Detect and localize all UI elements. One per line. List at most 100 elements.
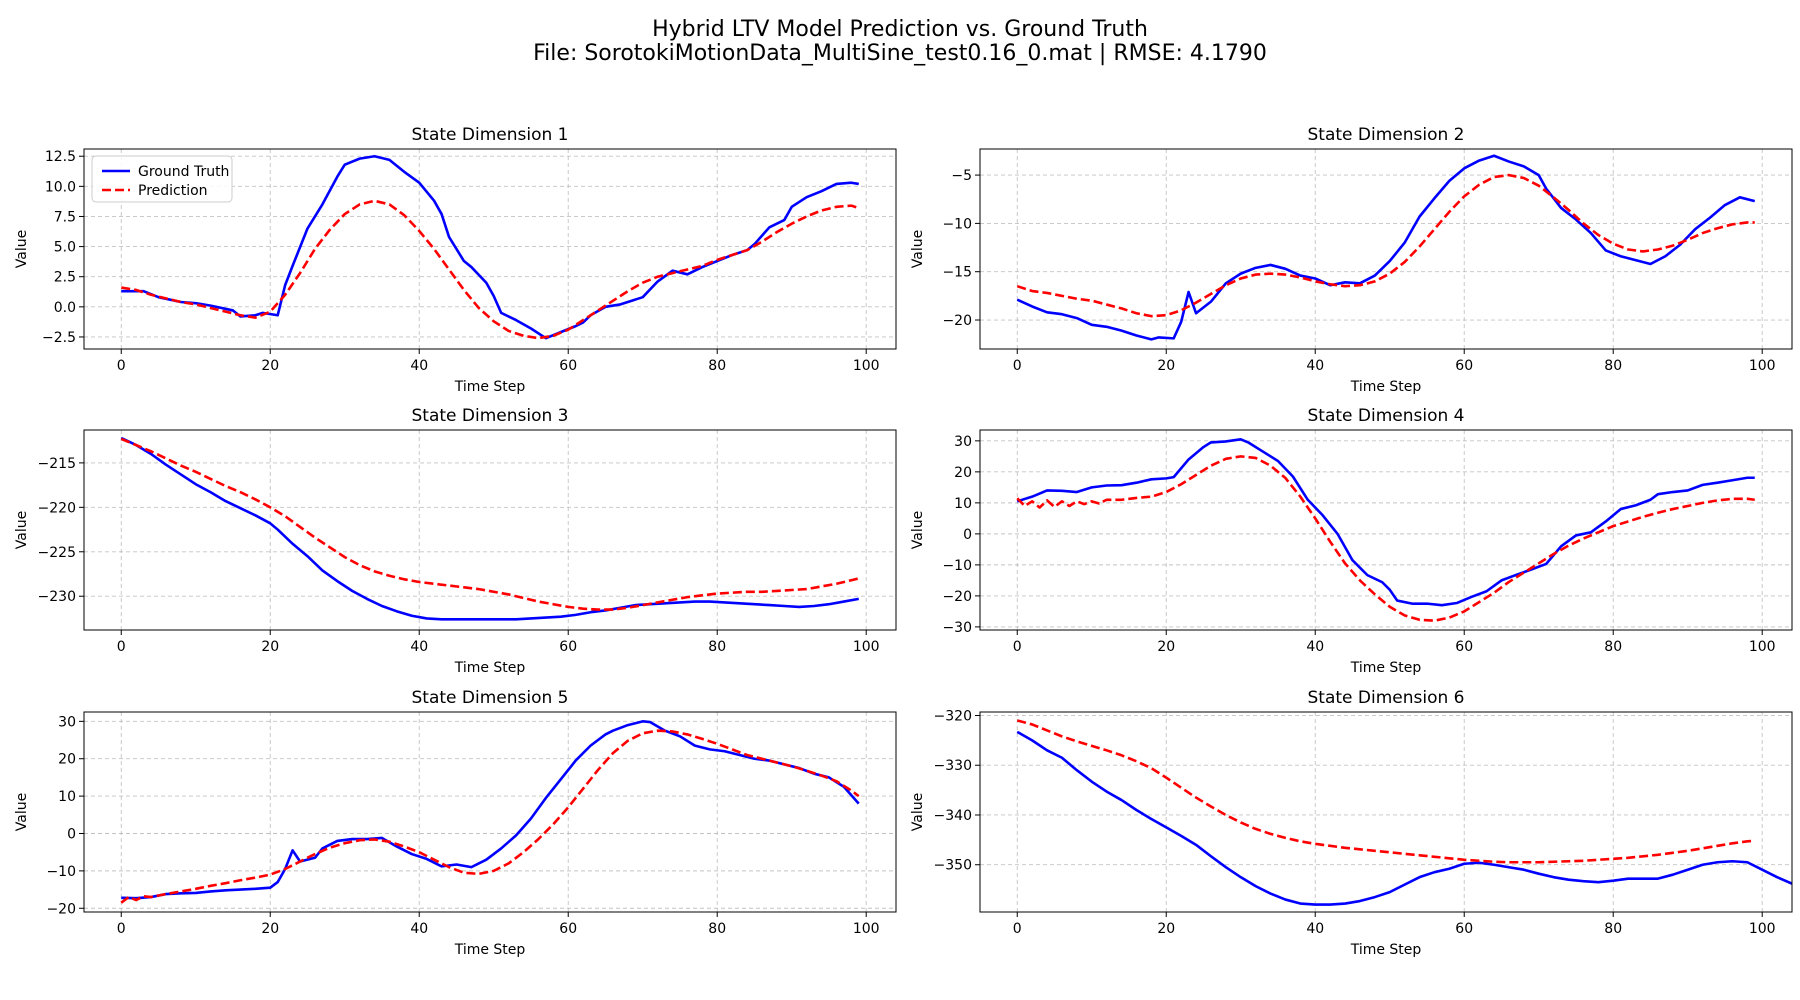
y-tick-label: 0 [963,527,972,543]
x-axis-label: Time Step [454,942,526,958]
y-tick-label: −330 [934,758,972,774]
y-tick-label: −320 [934,708,972,724]
x-tick-label: 60 [559,921,577,937]
x-axis-label: Time Step [1350,660,1422,676]
y-tick-label: 12.5 [45,149,76,165]
y-tick-label: 30 [58,714,76,730]
axes-frame [979,429,1793,631]
y-tick-label: −340 [934,808,972,824]
y-tick-label: 20 [58,752,76,768]
x-tick-label: 60 [1455,639,1473,655]
y-tick-label: −15 [942,265,972,281]
y-tick-label: 0.0 [54,300,76,316]
x-tick-label: 80 [1604,639,1622,655]
subplot-title: State Dimension 4 [1308,406,1465,426]
ground-truth-series-line [121,720,860,900]
x-tick-label: 20 [261,358,279,374]
subplot-title: State Dimension 6 [1308,688,1465,708]
axes-frame [979,711,1793,913]
x-tick-label: 20 [261,639,279,655]
x-tick-label: 0 [117,358,126,374]
y-axis-label: Value [14,793,30,831]
x-tick-label: 100 [1749,921,1776,937]
axes-frame [83,148,897,350]
ground-truth-series-line [120,436,859,621]
x-axis-label: Time Step [454,379,526,395]
subplot-6: 0 20 40 60 80 100 −350 −340 −330 −320 State Dimens… [910,688,1793,958]
y-axis-label: Value [910,793,926,831]
y-tick-label: 30 [954,434,972,450]
subplot-title: State Dimension 2 [1308,125,1465,145]
x-tick-label: 40 [410,358,428,374]
x-tick-label: 60 [1455,921,1473,937]
y-axis-label: Value [14,230,30,268]
x-tick-label: 20 [1157,358,1175,374]
y-tick-label: 5.0 [54,240,76,256]
y-tick-label: −225 [38,545,76,561]
legend-label-ground-truth: Ground Truth [138,164,229,180]
x-tick-label: 40 [410,921,428,937]
x-tick-label: 80 [1604,358,1622,374]
y-axis-label: Value [14,511,30,549]
figure-title-line1: Hybrid LTV Model Prediction vs. Ground T… [652,17,1148,42]
legend-box [91,155,233,203]
y-axis-label: Value [910,230,926,268]
y-tick-label: −215 [38,456,76,472]
y-tick-label: −230 [38,589,76,605]
x-tick-label: 40 [1306,639,1324,655]
ground-truth-series-line [1016,154,1756,341]
x-tick-label: 100 [853,639,880,655]
subplot-title: State Dimension 5 [412,688,569,708]
x-tick-label: 20 [261,921,279,937]
x-tick-label: 80 [708,639,726,655]
figure-title-line2: File: SorotokiMotionData_MultiSine_test0… [533,41,1267,66]
y-tick-label: 20 [954,465,972,481]
subplot-4: 0 20 40 60 80 100 −30 −20 −10 0 10 20 30 State Dimens… [910,406,1793,676]
x-tick-label: 80 [1604,921,1622,937]
subplot-title: State Dimension 3 [412,406,569,426]
x-tick-label: 40 [410,639,428,655]
y-tick-label: −30 [942,620,972,636]
y-tick-label: −10 [46,864,76,880]
subplot-title: State Dimension 1 [412,125,569,145]
x-axis-label: Time Step [454,660,526,676]
x-axis-label: Time Step [1350,942,1422,958]
y-tick-label: 10 [58,789,76,805]
prediction-series-line [121,199,860,340]
y-tick-label: −20 [46,901,76,917]
y-tick-label: 2.5 [54,270,76,286]
axes-frame [83,429,897,631]
y-tick-label: −10 [942,558,972,574]
subplot-grid: 0 20 40 60 80 100−2.50.02.55.07.510.012.5Stat… [14,125,1793,958]
x-tick-label: 0 [1013,358,1022,374]
x-tick-label: 40 [1306,358,1324,374]
x-tick-label: 100 [1749,639,1776,655]
x-tick-label: 0 [117,639,126,655]
x-tick-label: 60 [1455,358,1473,374]
prediction-series-line [120,729,860,904]
x-axis-label: Time Step [1350,379,1422,395]
x-tick-label: 20 [1157,921,1175,937]
x-tick-label: 60 [559,639,577,655]
y-tick-label: −5 [951,168,972,184]
x-tick-label: 100 [853,921,880,937]
x-tick-label: 0 [1013,921,1022,937]
y-tick-label: −2.5 [42,330,76,346]
subplot-1: 0 20 40 60 80 100 −2.5 0.0 2.5 5.0 7.5 10.0 12.5 Stat… [14,125,897,395]
prediction-series-line [120,437,860,611]
x-tick-label: 0 [117,921,126,937]
y-tick-label: −220 [38,500,76,516]
ground-truth-series-line [1016,730,1792,906]
axes-frame [83,711,897,913]
x-tick-label: 60 [559,358,577,374]
y-axis-label: Value [910,511,926,549]
prediction-series-line [1016,719,1755,864]
y-tick-label: −20 [942,589,972,605]
x-tick-label: 0 [1013,639,1022,655]
y-tick-label: 10.0 [45,179,76,195]
x-tick-label: 80 [708,921,726,937]
subplot-5: 0 20 40 60 80 100 −20 −10 0 10 20 30 State Dimension… [14,688,897,958]
x-tick-label: 100 [1749,358,1776,374]
